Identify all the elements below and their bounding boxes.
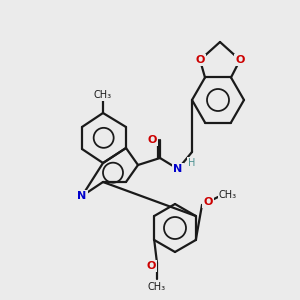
Text: CH₃: CH₃	[219, 190, 237, 200]
Text: H: H	[188, 158, 196, 168]
Text: O: O	[203, 197, 213, 207]
Text: O: O	[146, 261, 156, 271]
Text: CH₃: CH₃	[94, 90, 112, 100]
Text: N: N	[173, 164, 183, 174]
Text: CH₃: CH₃	[148, 282, 166, 292]
Text: O: O	[147, 135, 157, 145]
Text: N: N	[77, 191, 87, 201]
Text: O: O	[195, 55, 205, 65]
Text: O: O	[235, 55, 245, 65]
